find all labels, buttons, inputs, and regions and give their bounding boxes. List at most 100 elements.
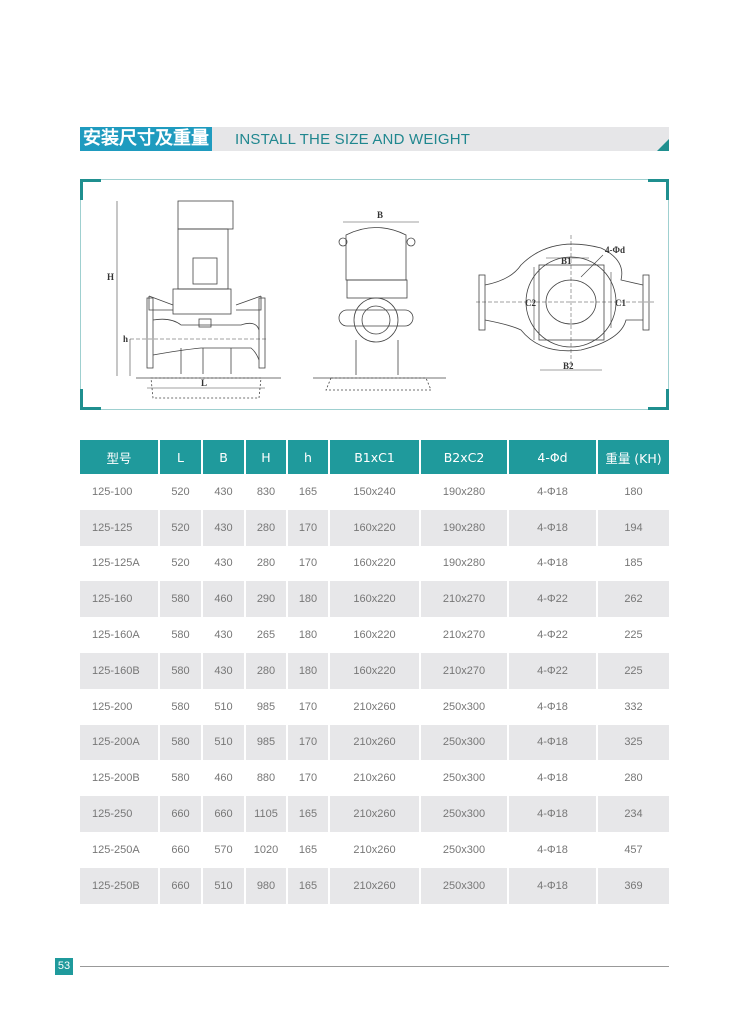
table-cell: 457: [624, 843, 643, 856]
table-cell: 250x300: [420, 831, 509, 868]
table-cell: 660: [202, 796, 246, 832]
table-cell: 4-Φ22: [508, 652, 598, 689]
table-cell: 262: [597, 581, 669, 618]
table-row: 125-160A 580 430 265 180 160x220 210x270 4-Φ22 2…: [80, 617, 669, 653]
table-cell: 1020: [245, 831, 288, 868]
table-cell: 4-Φ18: [508, 724, 598, 761]
table-cell: 580: [159, 760, 203, 797]
table-cell: 460: [202, 581, 246, 618]
pump-side-view: [116, 200, 281, 399]
table-cell: 125-160A: [80, 617, 160, 653]
table-cell: 210x260: [329, 796, 421, 832]
table-cell: 180: [287, 581, 330, 618]
table-cell: 265: [245, 617, 288, 653]
table-cell: 4-Φ18: [508, 831, 598, 868]
table-cell: 170: [287, 760, 330, 797]
table-cell: 125-160: [80, 581, 160, 618]
table-cell: 4-Φ18: [508, 474, 598, 510]
dim-label-L: L: [201, 378, 207, 388]
table-cell: 125-160B: [80, 652, 160, 689]
table-cell: 460: [202, 760, 246, 797]
section-title-bar: 安装尺寸及重量 INSTALL THE SIZE AND WEIGHT: [80, 127, 669, 151]
table-cell: 510: [202, 688, 246, 725]
frame-corner: [80, 179, 101, 200]
table-cell: 510: [202, 724, 246, 761]
table-cell: 165: [287, 474, 330, 510]
table-cell: 580: [159, 617, 203, 653]
table-row: 125-100 520 430 830 165 150x240 190x280 4-Φ18 18…: [80, 474, 669, 510]
table-cell: 170: [287, 509, 330, 546]
table-cell: 280: [245, 545, 288, 582]
table-cell: 225: [624, 629, 643, 642]
table-cell: 160x220: [329, 652, 421, 689]
table-cell: 210x260: [329, 688, 421, 725]
table-row: 125-250A 660 570 1020 165 210x260 250x300 4-Φ18…: [80, 831, 669, 868]
table-cell: 180: [624, 485, 643, 498]
dim-label-B: B: [377, 210, 383, 220]
column-header: h: [287, 440, 330, 474]
table-cell: 580: [159, 581, 203, 618]
table-cell: 580: [159, 688, 203, 725]
table-cell: 210x260: [329, 831, 421, 868]
column-header: 重量 (KH): [597, 440, 669, 474]
table-cell: 225: [597, 652, 669, 689]
frame-corner: [648, 389, 669, 410]
table-cell: 250x300: [420, 688, 509, 725]
table-cell: 985: [245, 688, 288, 725]
pump-dimension-drawings: H h L B: [107, 200, 656, 399]
table-cell: 520: [159, 474, 203, 510]
table-cell: 332: [624, 700, 643, 713]
table-cell: 170: [287, 688, 330, 725]
column-header: B: [202, 440, 246, 474]
table-cell: 170: [287, 724, 330, 761]
table-cell: 4-Φ18: [508, 509, 598, 546]
column-header: 型号: [80, 440, 160, 474]
table-cell: 125-125A: [80, 545, 160, 582]
table-row: 125-250B 660 510 980 165 210x260 250x300 4-Φ18 3…: [80, 867, 669, 904]
table-row: 125-250 660 660 1105 165 210x260 250x300 4-Φ18 2…: [80, 796, 669, 832]
table-cell: 210x270: [420, 652, 509, 689]
table-cell: 250x300: [420, 760, 509, 797]
table-cell: 430: [202, 652, 246, 689]
table-cell: 165: [287, 796, 330, 832]
table-cell: 520: [159, 545, 203, 582]
column-header: B1xC1: [329, 440, 421, 474]
table-cell: 125-200B: [80, 760, 160, 797]
table-cell: 280: [624, 772, 643, 785]
table-cell: 180: [287, 617, 330, 653]
table-cell: 430: [202, 509, 246, 546]
section-title-cn: 安装尺寸及重量: [80, 127, 212, 151]
footer-divider: [80, 966, 669, 967]
table-cell: 660: [159, 831, 203, 868]
table-cell: 210x260: [329, 867, 421, 904]
pump-front-view: [313, 221, 446, 391]
table-cell: 580: [159, 724, 203, 761]
dim-label-B1: B1: [561, 256, 572, 266]
table-cell: 4-Φ18: [508, 545, 598, 582]
table-cell: 4-Φ18: [508, 688, 598, 725]
table-cell: 160x220: [329, 617, 421, 653]
table-cell: 4-Φ22: [508, 581, 598, 618]
column-header: B2xC2: [420, 440, 509, 474]
table-row: 125-200B 580 460 880 170 210x260 250x300 4-Φ18 2…: [80, 760, 669, 797]
table-cell: 190x280: [420, 509, 509, 546]
pump-top-view: [476, 235, 656, 371]
table-cell: 570: [202, 831, 246, 868]
table-cell: 210x260: [329, 724, 421, 761]
page-number: 53: [55, 958, 73, 975]
column-header: L: [159, 440, 203, 474]
table-cell: 4-Φ18: [508, 796, 598, 832]
column-header: 4-Φd: [508, 440, 598, 474]
dim-label-B2: B2: [563, 361, 574, 371]
table-cell: 985: [245, 724, 288, 761]
column-header: H: [245, 440, 288, 474]
frame-corner: [80, 389, 101, 410]
table-row: 125-200 580 510 985 170 210x260 250x300 4-Φ18 33…: [80, 688, 669, 725]
table-cell: 980: [245, 867, 288, 904]
dimension-drawing-frame: H h L B: [80, 179, 669, 410]
frame-corner: [648, 179, 669, 200]
table-cell: 160x220: [329, 581, 421, 618]
table-cell: 125-100: [80, 474, 160, 510]
table-cell: 580: [159, 652, 203, 689]
